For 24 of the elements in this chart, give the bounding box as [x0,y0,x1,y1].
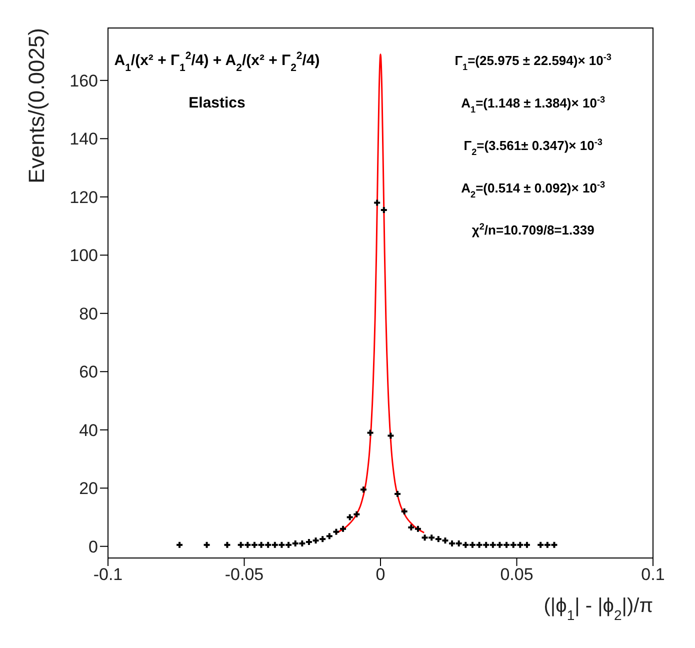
y-tick-label: 100 [70,246,98,266]
x-tick-label: -0.1 [93,565,123,584]
y-tick-label: 140 [70,130,98,149]
y-tick-label: 80 [79,304,98,324]
annotation: Γ$_{2}$=(3.561± 0.347)× 10$^{-3}$ [464,136,602,157]
annotation: Γ$_{1}$=(25.975 ± 22.594)× 10$^{-3}$ [454,52,612,72]
line-series [336,53,425,534]
y-tick-label: 160 [70,71,98,90]
x-tick-label: -0.05 [224,565,264,584]
y-tick-label: 40 [79,420,98,440]
x-tick-label: 0 [376,565,386,584]
y-tick-label: 20 [79,479,98,498]
y-tick-label: 120 [70,188,98,207]
y-tick-label: 0 [88,537,98,556]
annotation: χ$^{2}$/n=10.709/8=1.339 [472,222,594,238]
annotation: A$_{1}$=(1.148 ± 1.384)× 10$^{-3}$ [461,94,606,114]
text: A$_{1}$/(x² + Γ$_{1}$$^{2}$/4) + A$_{2}$/(x² + Γ$_{2}$$^{2}$/4) [114,50,320,74]
annotation: Elastics [188,94,246,112]
annotation: A$_{2}$=(0.514 ± 0.092)× 10$^{-3}$ [461,179,606,200]
x-tick-label: 0.1 [641,565,665,584]
y-tick-label: 60 [79,362,98,382]
x-tick-label: 0.05 [500,565,534,584]
x-axis-title: (|ϕ$_{1}$| - |ϕ$_{2}$|)/π [544,595,653,623]
y-axis-title: Events/(0.0025) [24,28,49,184]
